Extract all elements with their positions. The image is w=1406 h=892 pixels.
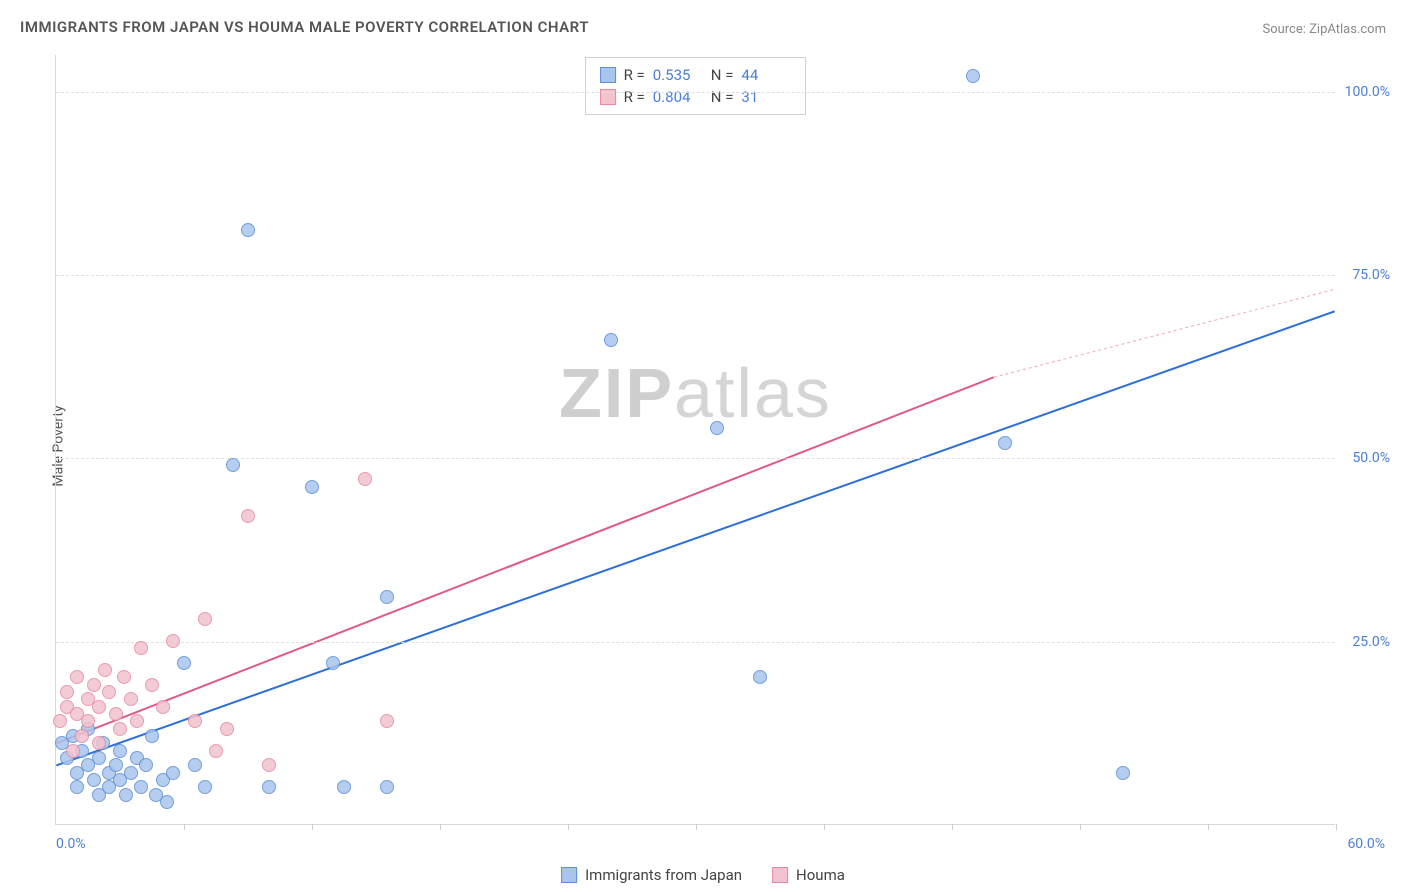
x-tick	[184, 824, 185, 830]
scatter-point	[380, 590, 394, 604]
scatter-point	[710, 421, 724, 435]
chart-title: IMMIGRANTS FROM JAPAN VS HOUMA MALE POVE…	[20, 18, 589, 36]
scatter-point	[337, 780, 351, 794]
scatter-point	[188, 758, 202, 772]
scatter-point	[156, 700, 170, 714]
scatter-point	[92, 700, 106, 714]
scatter-point	[305, 480, 319, 494]
legend-n-label: N =	[711, 66, 734, 84]
scatter-point	[188, 714, 202, 728]
x-tick	[824, 824, 825, 830]
scatter-point	[198, 612, 212, 626]
scatter-point	[326, 656, 340, 670]
legend-stats-row: R = 0.535 N = 44	[600, 64, 792, 86]
scatter-point	[124, 766, 138, 780]
scatter-point	[966, 69, 980, 83]
scatter-point	[241, 509, 255, 523]
legend-n-value: 44	[741, 66, 791, 84]
x-tick	[1336, 824, 1337, 830]
scatter-point	[117, 670, 131, 684]
y-tick-label: 75.0%	[1352, 267, 1390, 283]
scatter-point	[145, 678, 159, 692]
legend-r-label: R =	[624, 66, 645, 84]
scatter-point	[358, 472, 372, 486]
scatter-point	[262, 780, 276, 794]
x-tick	[1080, 824, 1081, 830]
scatter-point	[66, 744, 80, 758]
scatter-point	[226, 458, 240, 472]
scatter-point	[102, 685, 116, 699]
legend-series-item: Immigrants from Japan	[561, 866, 742, 884]
scatter-point	[70, 670, 84, 684]
scatter-point	[220, 722, 234, 736]
gridline	[56, 275, 1335, 276]
scatter-point	[139, 758, 153, 772]
x-max-label: 60.0%	[1347, 836, 1385, 852]
scatter-point	[75, 729, 89, 743]
scatter-point	[209, 744, 223, 758]
x-tick	[312, 824, 313, 830]
legend-series: Immigrants from Japan Houma	[561, 866, 845, 884]
scatter-point	[53, 714, 67, 728]
scatter-point	[87, 678, 101, 692]
trend-lines	[56, 55, 1335, 824]
x-tick	[1208, 824, 1209, 830]
x-min-label: 0.0%	[56, 836, 86, 852]
scatter-point	[81, 714, 95, 728]
scatter-point	[92, 751, 106, 765]
scatter-point	[198, 780, 212, 794]
gridline	[56, 642, 1335, 643]
y-tick-label: 25.0%	[1352, 634, 1390, 650]
scatter-point	[241, 223, 255, 237]
watermark: ZIPatlas	[559, 353, 832, 433]
scatter-point	[119, 788, 133, 802]
scatter-point	[60, 685, 74, 699]
scatter-point	[113, 722, 127, 736]
scatter-point	[166, 634, 180, 648]
legend-swatch	[561, 867, 577, 883]
x-tick	[952, 824, 953, 830]
scatter-point	[87, 773, 101, 787]
scatter-point	[177, 656, 191, 670]
legend-swatch	[772, 867, 788, 883]
scatter-point	[134, 780, 148, 794]
scatter-point	[124, 692, 138, 706]
y-tick-label: 50.0%	[1352, 450, 1390, 466]
scatter-point	[166, 766, 180, 780]
y-tick-label: 100.0%	[1345, 84, 1390, 100]
scatter-point	[262, 758, 276, 772]
scatter-point	[604, 333, 618, 347]
scatter-point	[145, 729, 159, 743]
scatter-point	[134, 641, 148, 655]
scatter-point	[113, 744, 127, 758]
scatter-point	[1116, 766, 1130, 780]
plot-area: ZIPatlas R =0.535N =44R =0.804N =31 25.0…	[55, 55, 1335, 825]
scatter-point	[92, 736, 106, 750]
scatter-point	[130, 714, 144, 728]
scatter-point	[380, 714, 394, 728]
legend-swatch	[600, 67, 616, 83]
scatter-point	[109, 707, 123, 721]
gridline	[56, 458, 1335, 459]
legend-series-label: Houma	[796, 866, 845, 884]
legend-series-label: Immigrants from Japan	[585, 866, 742, 884]
scatter-point	[998, 436, 1012, 450]
x-tick	[440, 824, 441, 830]
legend-stats: R = 0.535 N = 44 R =0.804N =31	[585, 57, 807, 115]
scatter-point	[160, 795, 174, 809]
legend-stats-row: R =0.804N =31	[600, 86, 792, 108]
scatter-point	[109, 758, 123, 772]
scatter-point	[98, 663, 112, 677]
x-tick	[696, 824, 697, 830]
x-tick	[568, 824, 569, 830]
legend-r-value: 0.535	[653, 66, 703, 84]
scatter-point	[753, 670, 767, 684]
legend-series-item: Houma	[772, 866, 845, 884]
scatter-point	[70, 780, 84, 794]
source-label: Source: ZipAtlas.com	[1262, 22, 1386, 37]
scatter-point	[380, 780, 394, 794]
gridline	[56, 92, 1335, 93]
